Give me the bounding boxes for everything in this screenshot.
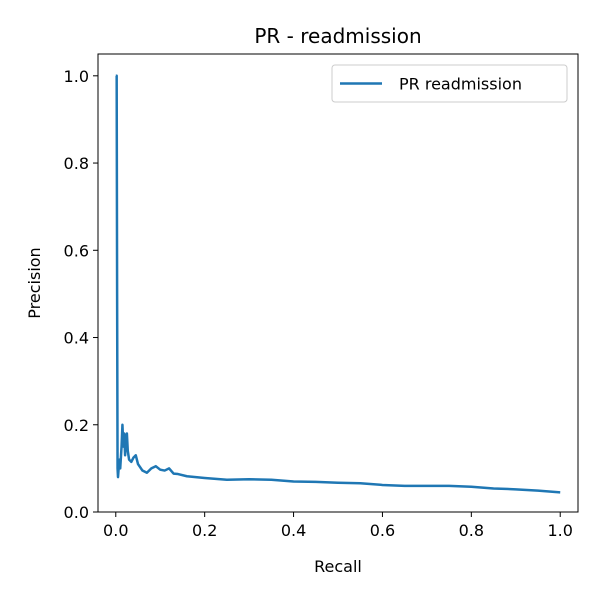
x-tick-label: 0.0 — [103, 521, 128, 540]
legend-label: PR readmission — [399, 75, 522, 94]
series-line-pr-readmission — [115, 74, 561, 494]
y-tick-label: 0.6 — [64, 241, 89, 260]
y-tick-label: 0.2 — [64, 416, 89, 435]
y-tick-label: 0.4 — [64, 329, 89, 348]
legend-box — [331, 64, 568, 103]
x-tick-label: 0.8 — [459, 521, 484, 540]
x-tick-label: 0.4 — [281, 521, 306, 540]
legend: PR readmission — [331, 64, 568, 103]
y-axis-ticks: 0.0 0.2 0.4 0.6 0.8 1.0 — [64, 67, 98, 522]
y-tick-label: 0.0 — [64, 503, 89, 522]
x-axis-label: Recall — [314, 557, 362, 576]
x-tick-label: 1.0 — [547, 521, 572, 540]
x-axis-ticks: 0.0 0.2 0.4 0.6 0.8 1.0 — [103, 512, 573, 540]
y-axis-label: Precision — [25, 247, 44, 318]
y-tick-label: 0.8 — [64, 154, 89, 173]
x-tick-label: 0.2 — [192, 521, 217, 540]
x-tick-label: 0.6 — [370, 521, 395, 540]
plot-area — [115, 74, 561, 494]
chart-title: PR - readmission — [254, 24, 421, 48]
y-tick-label: 1.0 — [64, 67, 89, 86]
axes-frame — [97, 53, 579, 513]
